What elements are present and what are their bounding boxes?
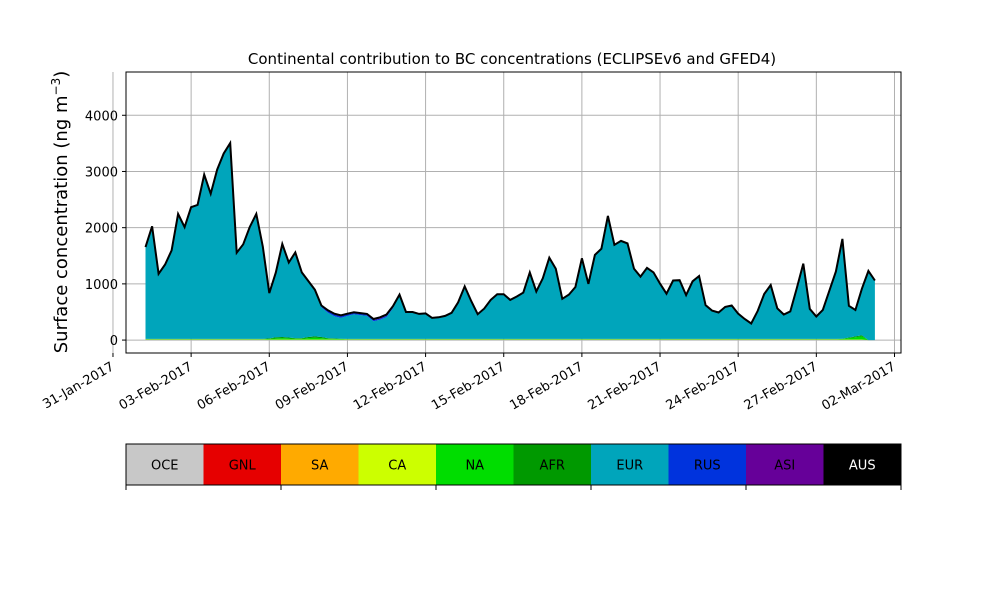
x-tick-label: 31-Jan-2017 [40,359,117,412]
area-series [145,143,875,341]
y-axis-label-close: ) [51,71,72,78]
legend-label-afr: AFR [540,459,565,474]
y-axis-label: Surface concentration (ng m−3) [49,71,72,354]
y-tick-label: 3000 [85,165,118,180]
x-tick-label: 24-Feb-2017 [664,359,743,413]
x-tick-label: 03-Feb-2017 [117,359,196,413]
colorbar-legend: OCE GNL SA CA NA AFR EUR RUS ASI AUS [125,443,902,490]
legend-swatch-sa [281,444,359,485]
legend-label-eur: EUR [616,459,643,474]
legend-swatch-afr [513,444,592,485]
legend-swatch-gnl [203,444,282,485]
legend-swatch-oce [126,444,204,485]
x-tick-label: 02-Mar-2017 [819,359,898,413]
legend-label-asi: ASI [774,459,795,474]
area-na [145,336,875,341]
legend-swatch-asi [746,444,824,485]
legend-swatch-eur [591,444,669,485]
x-tick-label: 27-Feb-2017 [742,359,821,413]
legend-label-gnl: GNL [229,459,257,474]
y-tick-label: 0 [110,334,118,349]
legend-label-aus: AUS [849,459,876,474]
x-tick-label: 06-Feb-2017 [195,359,274,413]
legend-frame [125,443,902,486]
chart-title: Continental contribution to BC concentra… [248,50,776,68]
plot-frame [125,71,902,354]
plot-area [112,71,902,354]
y-tick-label: 2000 [85,222,118,237]
y-axis-label-main: Surface concentration (ng m [51,95,72,353]
y-axis-label-superscript: −3 [49,78,63,96]
legend-swatch-aus [823,444,902,485]
legend-swatch-rus [668,444,747,485]
x-tick-label: 21-Feb-2017 [585,359,664,413]
x-tick-label: 09-Feb-2017 [273,359,352,413]
y-tick-label: 4000 [85,109,118,124]
x-axis: 31-Jan-2017 03-Feb-2017 06-Feb-2017 09-Feb-… [40,353,898,414]
total-concentration-line [144,139,876,325]
y-axis: 0 1000 2000 3000 4000 [85,109,126,349]
x-tick-label: 12-Feb-2017 [351,359,430,413]
legend-swatch-na [436,444,514,485]
legend-label-rus: RUS [694,459,721,474]
legend-label-ca: CA [388,459,406,474]
area-ca [145,339,875,341]
legend-label-oce: OCE [151,459,179,474]
x-tick-label: 18-Feb-2017 [507,359,586,413]
legend-label-sa: SA [311,459,328,474]
legend-label-na: NA [465,459,484,474]
y-tick-label: 1000 [85,278,118,293]
area-eur [145,143,875,341]
x-tick-label: 15-Feb-2017 [429,359,508,413]
legend-swatch-ca [358,444,437,485]
